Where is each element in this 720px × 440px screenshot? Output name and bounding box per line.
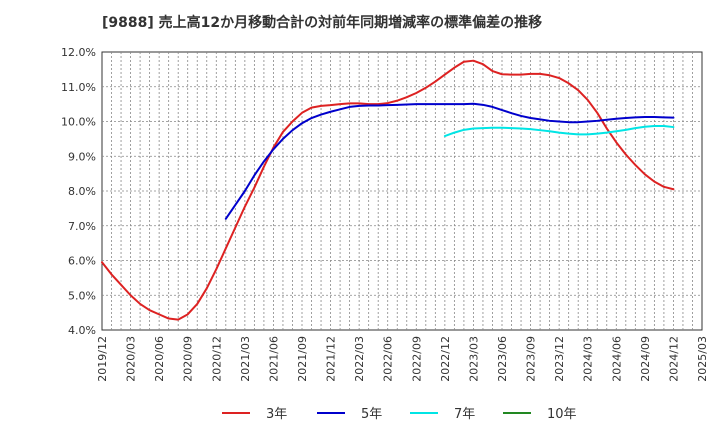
y-tick-label: 8.0% [68,185,96,198]
y-tick-label: 4.0% [68,324,96,337]
legend: 3年 5年 7年 10年 [222,407,577,422]
y-tick-label: 7.0% [68,220,96,233]
x-tick-label: 2019/12 [96,336,109,382]
series-line-3年 [101,59,675,321]
y-tick-label: 9.0% [68,150,96,163]
x-tick-label: 2021/03 [239,336,252,382]
y-tick-label: 12.0% [61,46,96,59]
chart-title: [9888] 売上高12か月移動合計の対前年同期増減率の標準偏差の推移 [102,14,542,31]
x-tick-label: 2023/06 [496,336,509,382]
y-tick-label: 6.0% [68,255,96,268]
series-group [101,59,675,321]
x-tick-label: 2020/03 [125,336,138,382]
legend-label-3年: 3年 [266,407,287,422]
x-tick-label: 2020/09 [182,336,195,382]
x-tick-label: 2022/09 [410,336,423,382]
x-tick-label: 2020/06 [153,336,166,382]
x-tick-label: 2021/12 [325,336,338,382]
x-tick-label: 2024/09 [639,336,652,382]
x-tick-label: 2022/12 [439,336,452,382]
x-tick-label: 2023/09 [525,336,538,382]
x-tick-label: 2022/06 [382,336,395,382]
x-tick-label: 2022/03 [353,336,366,382]
y-tick-label: 5.0% [68,289,96,302]
legend-label-7年: 7年 [454,407,475,422]
x-axis: 2019/12 2020/03 2020/06 2020/09 2020/12 2021/… [96,336,709,382]
series-line-7年 [443,125,675,138]
x-tick-label: 2025/03 [696,336,709,382]
y-tick-label: 10.0% [61,116,96,129]
x-tick-label: 2023/03 [467,336,480,382]
x-tick-label: 2021/09 [296,336,309,382]
x-tick-label: 2024/06 [610,336,623,382]
legend-label-5年: 5年 [361,407,382,422]
y-tick-label: 11.0% [61,81,96,94]
y-axis: 4.0% 5.0% 6.0% 7.0% 8.0% 9.0% 10.0% 11.0% 12.0% [61,46,96,337]
x-tick-label: 2024/12 [667,336,680,382]
x-tick-label: 2024/03 [582,336,595,382]
x-tick-label: 2020/12 [210,336,223,382]
series-line-5年 [224,102,675,220]
x-tick-label: 2021/06 [267,336,280,382]
x-tick-label: 2023/12 [553,336,566,382]
legend-label-10年: 10年 [547,407,577,422]
